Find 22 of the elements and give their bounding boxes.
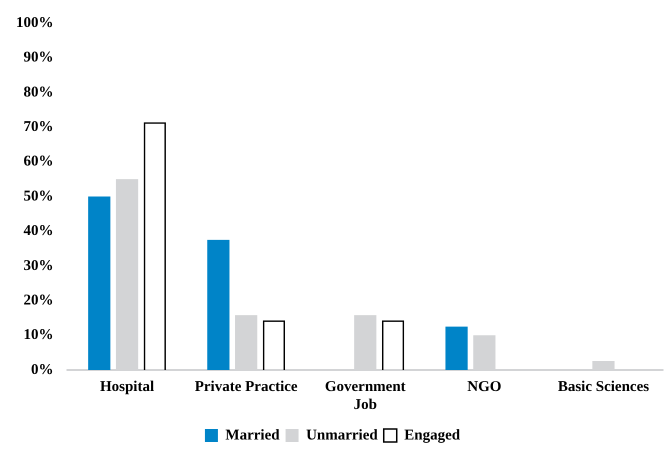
x-tick-label: NGO <box>467 378 502 395</box>
y-tick-label: 10% <box>24 327 54 344</box>
x-tick-label: Private Practice <box>194 378 298 395</box>
y-tick-label: 100% <box>16 14 54 31</box>
legend-label: Married <box>225 427 280 444</box>
legend-label: Engaged <box>404 427 461 444</box>
x-tick-label: Government Job <box>324 378 406 413</box>
y-tick-label: 20% <box>24 292 54 308</box>
x-tick-label: Basic Sciences <box>558 378 650 395</box>
legend-label: Unmarried <box>306 427 378 444</box>
y-tick-label: 80% <box>24 84 54 100</box>
y-tick-label: 90% <box>24 50 54 66</box>
y-tick-label: 60% <box>24 154 54 170</box>
bar <box>88 196 110 370</box>
bar <box>445 326 468 370</box>
y-tick-label: 40% <box>24 223 54 240</box>
y-tick-label: 0% <box>31 362 54 378</box>
y-tick-label: 30% <box>24 258 54 274</box>
y-tick-label: 50% <box>24 188 54 204</box>
bar <box>207 240 230 370</box>
y-tick-label: 70% <box>24 118 54 135</box>
x-tick-label: Hospital <box>100 378 154 395</box>
